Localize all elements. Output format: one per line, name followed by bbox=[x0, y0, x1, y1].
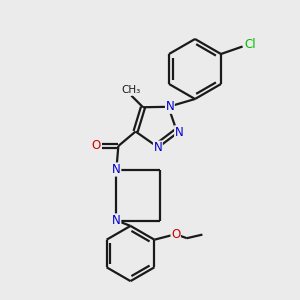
Text: CH₃: CH₃ bbox=[121, 85, 140, 95]
Text: N: N bbox=[112, 163, 121, 176]
Text: O: O bbox=[171, 228, 180, 241]
Text: N: N bbox=[154, 141, 162, 154]
Text: Cl: Cl bbox=[244, 38, 256, 52]
Text: N: N bbox=[112, 214, 121, 227]
Text: O: O bbox=[92, 140, 101, 152]
Text: N: N bbox=[175, 126, 183, 139]
Text: N: N bbox=[166, 100, 174, 113]
